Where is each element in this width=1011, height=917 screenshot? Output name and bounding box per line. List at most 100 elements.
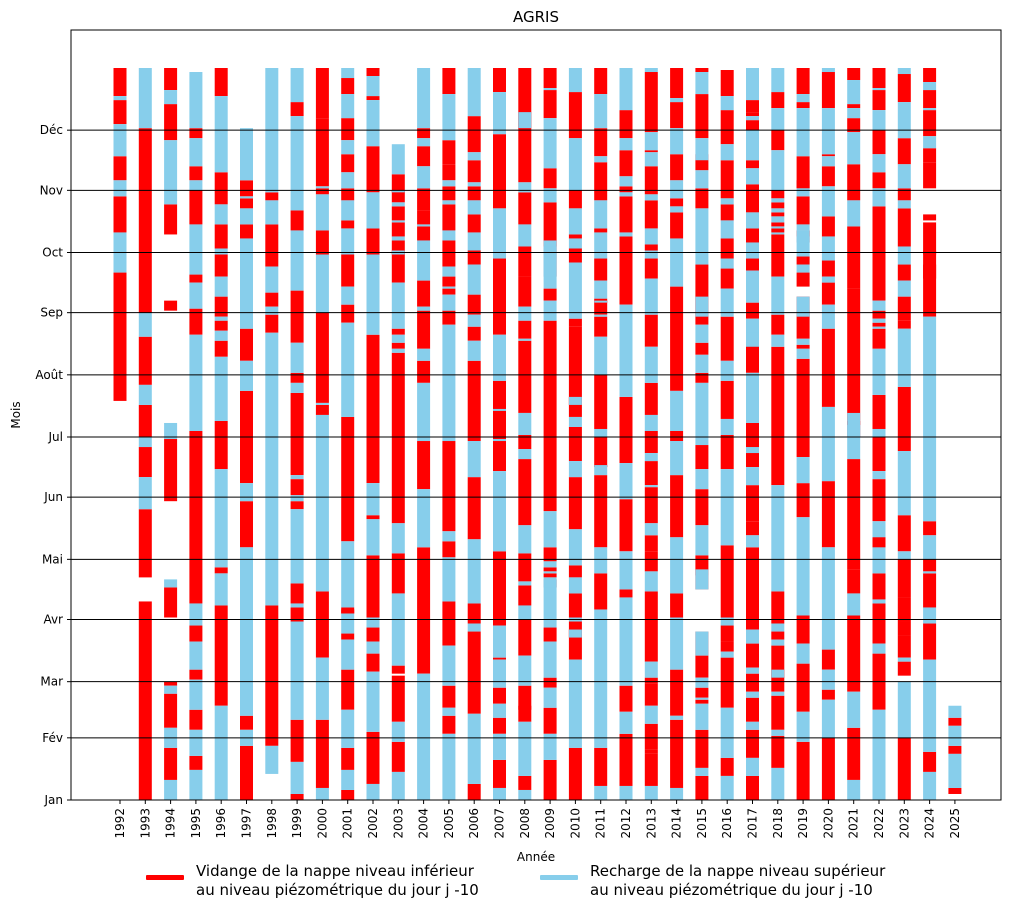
bar-segment-vidange [923,222,937,255]
bar-segment-recharge [619,138,633,151]
bar-segment-recharge [518,525,532,554]
bar-segment-vidange [897,597,911,622]
y-tick-label: Déc [40,123,63,137]
bar-segment-recharge [644,571,658,592]
bar-segment-vidange [518,276,532,307]
bar-segment-recharge [164,685,178,694]
bar-segment-recharge [746,447,759,454]
bar-segment-vidange [467,186,481,201]
legend-label-recharge: Recharge de la nappe niveau supérieur au… [590,862,886,899]
bar-segment-vidange [265,192,279,201]
x-tick-label: 2012 [619,808,633,839]
bar-segment-recharge [189,679,203,710]
bar-segment-vidange [214,320,228,331]
bar-segment-vidange [720,625,734,642]
bar-segment-vidange [214,340,228,357]
bar-segment-recharge [543,561,557,568]
bar-segment-recharge [265,306,279,315]
bar-segment-vidange [821,72,835,109]
bar-segment-recharge [644,68,658,73]
bar-segment-vidange [442,186,456,201]
bar-segment-recharge [594,547,608,574]
bar-segment-recharge [442,733,456,800]
bar-segment-recharge [290,475,304,480]
bar-segment-vidange [189,430,203,604]
bar-segment-recharge [670,180,684,199]
bar-segment-vidange [265,605,279,746]
bar-segment-vidange [341,747,355,770]
x-tick-label: 2003 [391,808,405,839]
bar-segment-vidange [568,565,582,578]
bar-segment-recharge [720,198,734,205]
bar-segment-vidange [948,787,962,794]
bar-segment-recharge [467,152,481,161]
bar-segment-vidange [467,326,481,341]
bar-segment-vidange [670,475,684,538]
x-tick-label: 2005 [442,808,456,839]
bar-segment-vidange [366,555,380,618]
bar-segment-recharge [417,166,431,189]
bar-segment-recharge [341,140,355,155]
x-tick-label: 2011 [594,808,608,839]
bar-segment-recharge [543,579,557,628]
bar-segment-recharge [442,294,456,311]
bar-segment-recharge [214,573,228,606]
bar-segment-vidange [644,258,658,279]
bar-segment-recharge [189,180,203,191]
bar-segment-recharge [872,110,886,131]
bar-segment-vidange [518,553,532,582]
bar-segment-vidange [821,737,835,800]
bar-segment-recharge [746,130,759,161]
bar-segment-vidange [771,190,785,199]
bar-segment-recharge [821,699,835,738]
bar-segment-recharge [341,172,355,189]
bar-segment-vidange [720,316,734,361]
bar-segment-vidange [619,236,633,305]
bar-segment-recharge [543,188,557,203]
bar-segment-recharge [341,639,355,670]
bar-segment-recharge [315,787,329,800]
bar-segment-recharge [391,523,405,554]
bar-segment-recharge [796,711,810,742]
bar-segment-vidange [695,342,709,355]
bar-segment-recharge [366,519,380,556]
bar-segment-recharge [543,641,557,678]
bar-segment-recharge [619,68,633,111]
bar-segment-recharge [442,180,456,187]
bar-segment-recharge [391,348,405,353]
x-tick-label: 1992 [113,808,127,839]
bar-segment-vidange [493,408,506,440]
bar-segment-vidange [619,589,633,598]
bar-segment-vidange [670,68,684,99]
bar-segment-recharge [720,707,734,758]
bar-segment-vidange [771,591,785,624]
bar-segment-recharge [821,236,835,261]
bar-segment-vidange [568,747,582,800]
bar-segment-vidange [872,68,886,89]
bar-segment-vidange [290,607,304,622]
bar-segment-vidange [391,665,405,674]
bar-segment-recharge [771,208,785,213]
bar-segment-recharge [720,469,734,546]
bar-segment-vidange [138,447,152,478]
bar-segment-vidange [847,615,861,692]
bar-segment-vidange [872,437,886,472]
bar-segment-vidange [821,649,835,670]
bar-segment-vidange [872,621,886,644]
bar-segment-recharge [897,681,911,738]
bar-segment-vidange [189,190,203,225]
bar-segment-vidange [821,689,835,700]
bar-segment-vidange [113,100,127,125]
x-tick-label: 2016 [720,808,734,839]
bar-segment-vidange [341,633,355,640]
bar-segment-recharge [771,198,785,203]
bar-segment-vidange [568,190,582,209]
bar-segment-recharge [138,68,152,129]
bar-segment-recharge [290,495,304,502]
bar-segment-vidange [720,545,734,618]
bar-segment-vidange [948,717,962,726]
bar-segment-vidange [240,328,253,361]
bar-segment-vidange [594,128,608,157]
bar-segment-vidange [518,459,532,526]
bar-segment-recharge [189,282,203,309]
